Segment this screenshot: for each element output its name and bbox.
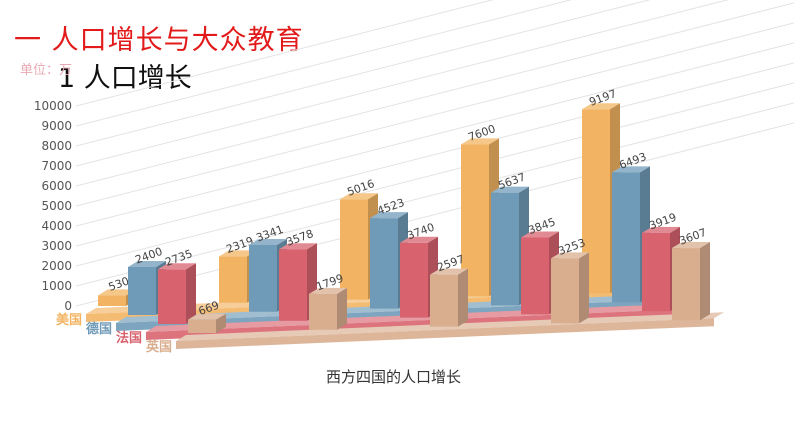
bar-top [279,243,317,250]
bar-top [219,250,257,257]
bar-top [309,287,347,294]
bar-side [579,252,589,324]
gridline [75,0,730,167]
legend-entry: 英国 [145,339,172,355]
bar-side [458,268,468,327]
bar [219,256,247,303]
bar [612,172,640,303]
bar-top [551,252,589,259]
y-tick-label: 8000 [41,139,72,153]
bar [430,274,458,327]
gridline [75,82,794,267]
y-tick-label: 4000 [41,219,72,233]
bar [249,244,277,312]
y-tick-label: 6000 [41,179,72,193]
legend-entry: 德国 [86,321,112,337]
bar-side [700,242,710,321]
gridline [75,42,794,227]
gridline [75,0,651,147]
bar-top [672,242,710,249]
gridline [75,2,794,187]
bar-top [340,193,378,200]
bar-top [491,186,529,193]
bar [642,232,670,312]
bar-top [158,263,196,270]
gridline [75,22,794,207]
y-axis-unit-label: 单位：万 [20,63,72,78]
y-tick-label: 7000 [41,159,72,173]
bar [128,267,156,315]
bar [279,249,307,321]
bar-top [370,212,408,219]
bar [340,199,368,300]
legend-entry: 法国 [116,330,142,346]
bar [400,242,428,318]
bar [491,192,519,306]
series-platform-front [176,318,714,349]
bar [672,248,700,321]
y-tick-label: 10000 [34,99,72,113]
slide-subtitle: 1 人口增长 [58,63,192,94]
bar [188,319,216,333]
gridline [75,0,573,127]
bar [309,293,337,330]
bar-side [337,287,347,330]
bar-top [128,261,166,267]
gridline [75,102,794,287]
y-tick-label: 2000 [41,259,72,273]
y-tick-label: 9000 [41,119,72,133]
bar-side [186,263,196,324]
bar-side [216,313,226,333]
chart-caption: 西方四国的人口增长 [326,368,462,386]
slide-title: 一 人口增长与大众教育 [14,25,304,56]
bar [98,295,126,306]
bar-top [400,236,438,243]
y-tick-label: 0 [64,299,72,313]
bar-top [461,138,499,145]
gridline [75,62,794,247]
y-tick-label: 3000 [41,239,72,253]
bars: 5302319501676009197240033414523563764932… [98,87,710,333]
bar [370,218,398,309]
y-tick-label: 1000 [41,279,72,293]
bar-top [642,226,680,233]
bar-top [98,289,136,296]
bar [521,237,549,315]
bar-top [521,231,559,238]
y-axis: 0 1000 2000 3000 4000 5000 6000 7000 8000 9000 100… [34,99,72,313]
bar [551,258,579,324]
bar-top [612,166,650,173]
legend-entry: 美国 [56,312,82,328]
bar-top [430,268,468,275]
y-tick-label: 5000 [41,199,72,213]
gridline [75,0,494,107]
bar-top [188,313,226,320]
bar-top [582,103,620,110]
gridline [75,122,794,307]
bar [158,269,186,324]
chart-grid [75,0,794,307]
bar-top [249,238,287,245]
